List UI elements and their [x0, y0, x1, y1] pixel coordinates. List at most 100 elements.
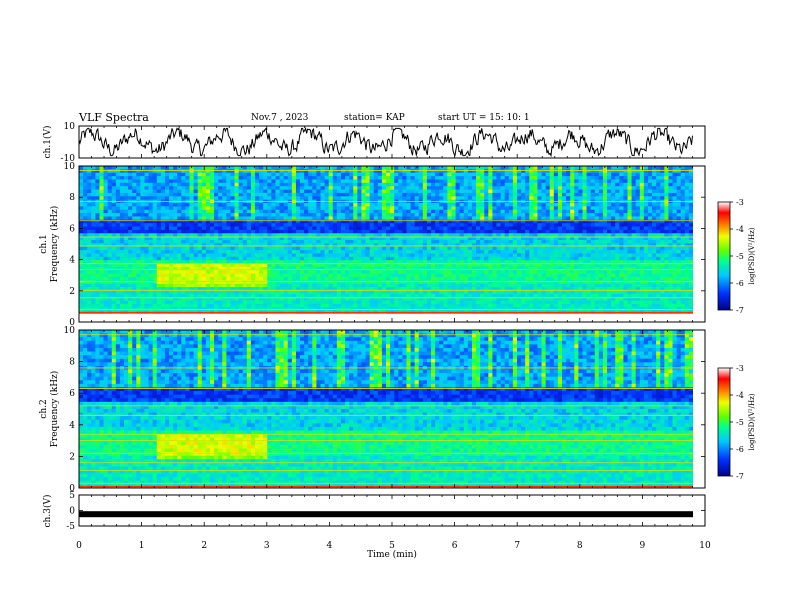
- spec1-cell: [369, 277, 375, 281]
- spec1-cell: [312, 263, 317, 268]
- spec1-cell: [124, 182, 129, 187]
- spec1-cell: [398, 236, 403, 241]
- spec1-cell: [87, 246, 92, 251]
- spec1-cell: [95, 219, 100, 224]
- spec1-cell: [83, 243, 88, 248]
- spec1-cell: [324, 192, 330, 197]
- spec1-cell: [152, 253, 158, 258]
- spec1-cell: [402, 287, 407, 291]
- spec1-cell: [324, 266, 330, 271]
- spec1-cell: [169, 233, 174, 238]
- spec1-cell: [414, 270, 420, 275]
- spec1-cell: [226, 260, 231, 264]
- spec1-cell: [275, 229, 280, 234]
- spec1-cell: [242, 273, 248, 278]
- spec1-cell: [365, 206, 371, 211]
- spec1-cell: [365, 253, 371, 258]
- spec1-cell: [140, 196, 145, 201]
- spec1-cell: [439, 219, 444, 224]
- spec1-cell: [504, 253, 510, 258]
- spec1-cell: [422, 189, 428, 194]
- spec1-cell: [160, 256, 166, 261]
- spec1-cell: [128, 226, 133, 231]
- spec1-cell: [484, 179, 489, 184]
- spec1-cell: [295, 196, 301, 201]
- spec1-cell: [357, 186, 362, 190]
- spec1-cell: [238, 216, 244, 221]
- spec1-cell: [508, 236, 514, 241]
- spec1-cell: [124, 260, 129, 264]
- spec1-cell: [512, 270, 518, 275]
- spec1-cell: [242, 196, 248, 201]
- spec1-cell: [197, 300, 203, 305]
- spec1-cell: [263, 280, 268, 285]
- spec1-cell: [414, 280, 420, 285]
- spec1-cell: [111, 273, 117, 278]
- spec1-cell: [463, 216, 469, 221]
- spec1-cell: [173, 273, 178, 278]
- spec1-cell: [87, 303, 92, 308]
- spec1-cell: [439, 223, 444, 227]
- spec1-cell: [99, 223, 104, 227]
- spec1-cell: [99, 260, 104, 264]
- spec1-cell: [431, 236, 436, 241]
- spec1-cell: [537, 293, 542, 298]
- spec1-cell: [521, 246, 526, 251]
- spec1-cell: [136, 280, 141, 285]
- spec1-cell: [246, 256, 252, 261]
- spec1-cell: [439, 209, 444, 214]
- spec1-cell: [304, 192, 309, 197]
- spec1-cell: [451, 266, 456, 271]
- spec1-cell: [107, 226, 113, 231]
- spec1-cell: [115, 280, 121, 285]
- spec1-cell: [488, 297, 493, 301]
- spec1-cell: [492, 216, 497, 221]
- spec1-cell: [83, 280, 88, 285]
- spec1-cell: [492, 277, 497, 281]
- spec1-cell: [521, 293, 526, 298]
- spec1-cell: [173, 243, 178, 248]
- spec1-cell: [349, 213, 354, 217]
- spec1-cell: [504, 256, 510, 261]
- spec1-cell: [516, 266, 522, 271]
- spec1-cell: [512, 166, 518, 170]
- spec1-cell: [406, 263, 411, 268]
- spec1-cell: [390, 240, 395, 244]
- spec1-cell: [504, 246, 510, 251]
- spec1-cell: [255, 300, 260, 305]
- spec1-cell: [496, 233, 502, 238]
- spec1-cell: [132, 233, 137, 238]
- spec1-cell: [259, 213, 264, 217]
- spec1-cell: [193, 196, 199, 201]
- spec1-cell: [214, 226, 219, 231]
- spec1-cell: [431, 280, 436, 285]
- spec1-cell: [218, 176, 223, 180]
- spec1-cell: [336, 216, 342, 221]
- spec1-cell: [443, 172, 448, 177]
- spec1-cell: [316, 260, 321, 264]
- spec1-cell: [259, 290, 264, 295]
- spec1-cell: [381, 216, 387, 221]
- spec1-cell: [312, 233, 317, 238]
- spec1-cell: [451, 182, 456, 187]
- spec1-cell: [451, 246, 456, 251]
- spec1-cell: [173, 179, 178, 184]
- spec1-cell: [381, 219, 387, 224]
- spec1-cell: [230, 209, 235, 214]
- spec1-cell: [136, 260, 141, 264]
- spec1-cell: [426, 223, 432, 227]
- spec1-cell: [218, 219, 223, 224]
- spec1-cell: [234, 233, 240, 238]
- spec1-cell: [414, 297, 420, 301]
- spec1-cell: [439, 253, 444, 258]
- spec1-cell: [79, 300, 84, 305]
- spec1-cell: [525, 179, 530, 184]
- spec1-cell: [529, 273, 534, 278]
- spec1-cell: [447, 246, 452, 251]
- spec1-cell: [476, 213, 481, 217]
- date-label: Nov.7 , 2023: [251, 113, 309, 123]
- spec1-cell: [111, 303, 117, 308]
- spec1-cell: [95, 253, 100, 258]
- spec1-cell: [91, 226, 96, 231]
- spec1-cell: [500, 213, 506, 217]
